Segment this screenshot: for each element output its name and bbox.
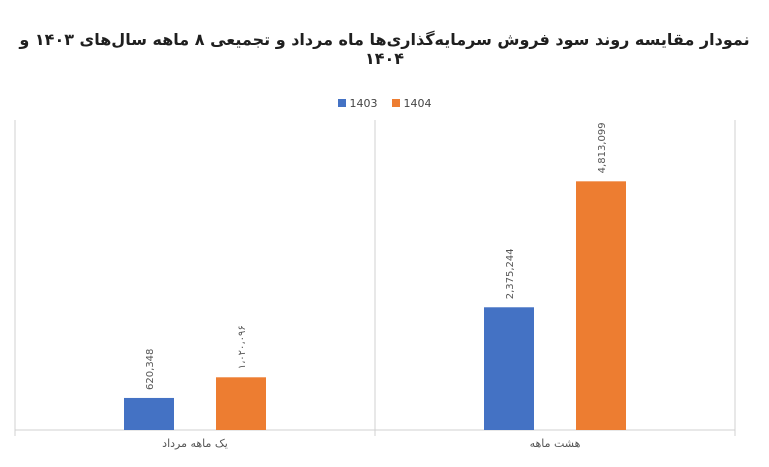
bar-1404-0 [216,377,266,430]
category-label-0: یک ماهه مرداد [162,437,228,450]
legend-label-1403: 1403 [349,96,378,110]
category-label-1: هشت ماهه [530,437,581,450]
data-label-1404-1: 4,813,099 [597,122,608,173]
category-labels: یک ماهه مرداد هشت ماهه [162,437,580,450]
legend-item-1404: 1404 [391,96,432,110]
legend: 1403 1404 [0,94,769,112]
legend-label-1404: 1404 [403,96,432,110]
axes [14,120,736,436]
data-labels: 620,348 ۱،۰۲۰،۰۹۶ 2,375,244 4,813,099 [145,122,608,390]
legend-swatch-1403 [337,99,346,107]
legend-item-1403: 1403 [337,96,378,110]
bars [124,181,626,430]
data-label-1404-0: ۱،۰۲۰،۰۹۶ [237,325,248,369]
bar-1404-1 [576,181,626,430]
data-label-1403-0: 620,348 [145,349,156,390]
bar-1403-1 [484,307,534,430]
chart-title: نمودار مقایسه روند سود فروش سرمایه‌گذاری… [19,30,750,68]
bar-1403-0 [124,397,174,430]
legend-swatch-1404 [391,99,400,107]
data-label-1403-1: 2,375,244 [505,248,516,299]
